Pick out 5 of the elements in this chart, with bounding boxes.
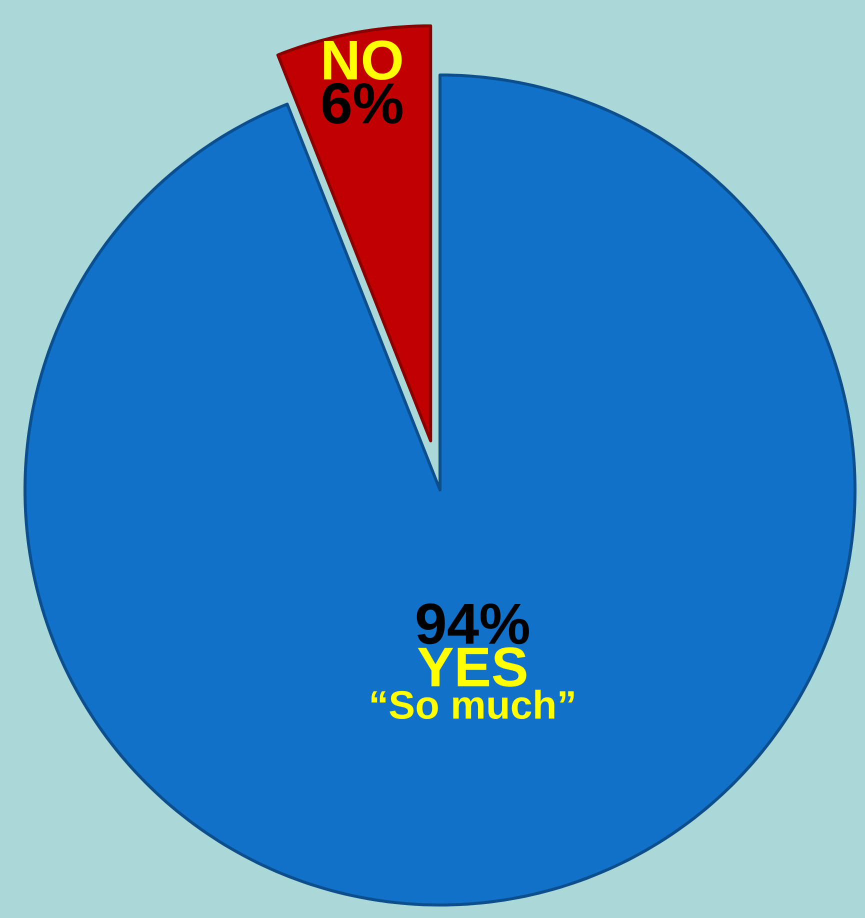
slice-label: YES bbox=[418, 647, 526, 687]
data-label: 6% bbox=[322, 82, 402, 124]
slice-label: NO bbox=[324, 40, 402, 80]
text: “So much” bbox=[372, 690, 574, 720]
data-label: 94% bbox=[416, 603, 529, 644]
